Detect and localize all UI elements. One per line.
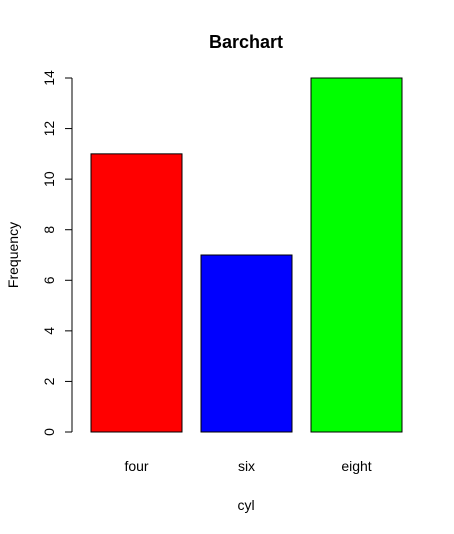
y-tick-label-0: 0 <box>41 428 57 436</box>
x-tick-label-four: four <box>124 458 148 474</box>
y-tick-label-2: 2 <box>41 377 57 385</box>
bars <box>90 77 403 433</box>
x-tick-labels: four six eight <box>124 458 371 474</box>
y-tick-label-8: 8 <box>41 226 57 234</box>
bar-eight <box>310 77 403 433</box>
y-tick-label-6: 6 <box>41 276 57 284</box>
x-tick-label-six: six <box>238 458 255 474</box>
chart-title: Barchart <box>209 32 283 52</box>
x-axis-title: cyl <box>237 497 254 513</box>
y-axis: 0 2 4 6 8 10 12 14 <box>41 70 73 436</box>
y-axis-title: Frequency <box>5 222 21 288</box>
x-tick-label-eight: eight <box>341 458 371 474</box>
y-tick-label-10: 10 <box>41 171 57 187</box>
y-tick-label-4: 4 <box>41 327 57 335</box>
y-tick-label-14: 14 <box>41 70 57 86</box>
y-tick-label-12: 12 <box>41 121 57 137</box>
bar-four <box>90 153 183 433</box>
bar-six <box>200 254 293 433</box>
